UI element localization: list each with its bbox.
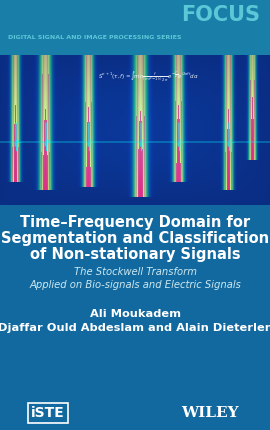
Bar — [0, 0, 270, 55]
Text: Applied on Bio-signals and Electric Signals: Applied on Bio-signals and Electric Sign… — [29, 280, 241, 290]
Text: Time–Frequency Domain for: Time–Frequency Domain for — [20, 215, 250, 230]
Text: iSTE: iSTE — [31, 406, 65, 420]
Text: Ali Moukadem: Ali Moukadem — [89, 309, 181, 319]
Text: DIGITAL SIGNAL AND IMAGE PROCESSING SERIES: DIGITAL SIGNAL AND IMAGE PROCESSING SERI… — [8, 35, 181, 40]
Text: WILEY: WILEY — [181, 406, 239, 420]
Text: Segmentation and Classification: Segmentation and Classification — [1, 231, 269, 246]
Text: $S^{n+1}(\tau,f){=}\int\!mn\frac{f}{(mf^2{-}1)\sqrt{2\pi}}e^{-\frac{f^2}{2}}e^{i: $S^{n+1}(\tau,f){=}\int\!mn\frac{f}{(mf^… — [97, 69, 198, 83]
Text: FOCUS: FOCUS — [181, 5, 260, 25]
Text: The Stockwell Transform: The Stockwell Transform — [73, 267, 197, 277]
Text: of Non-stationary Signals: of Non-stationary Signals — [30, 247, 240, 262]
Text: Djaffar Ould Abdeslam and Alain Dieterlen: Djaffar Ould Abdeslam and Alain Dieterle… — [0, 323, 270, 333]
